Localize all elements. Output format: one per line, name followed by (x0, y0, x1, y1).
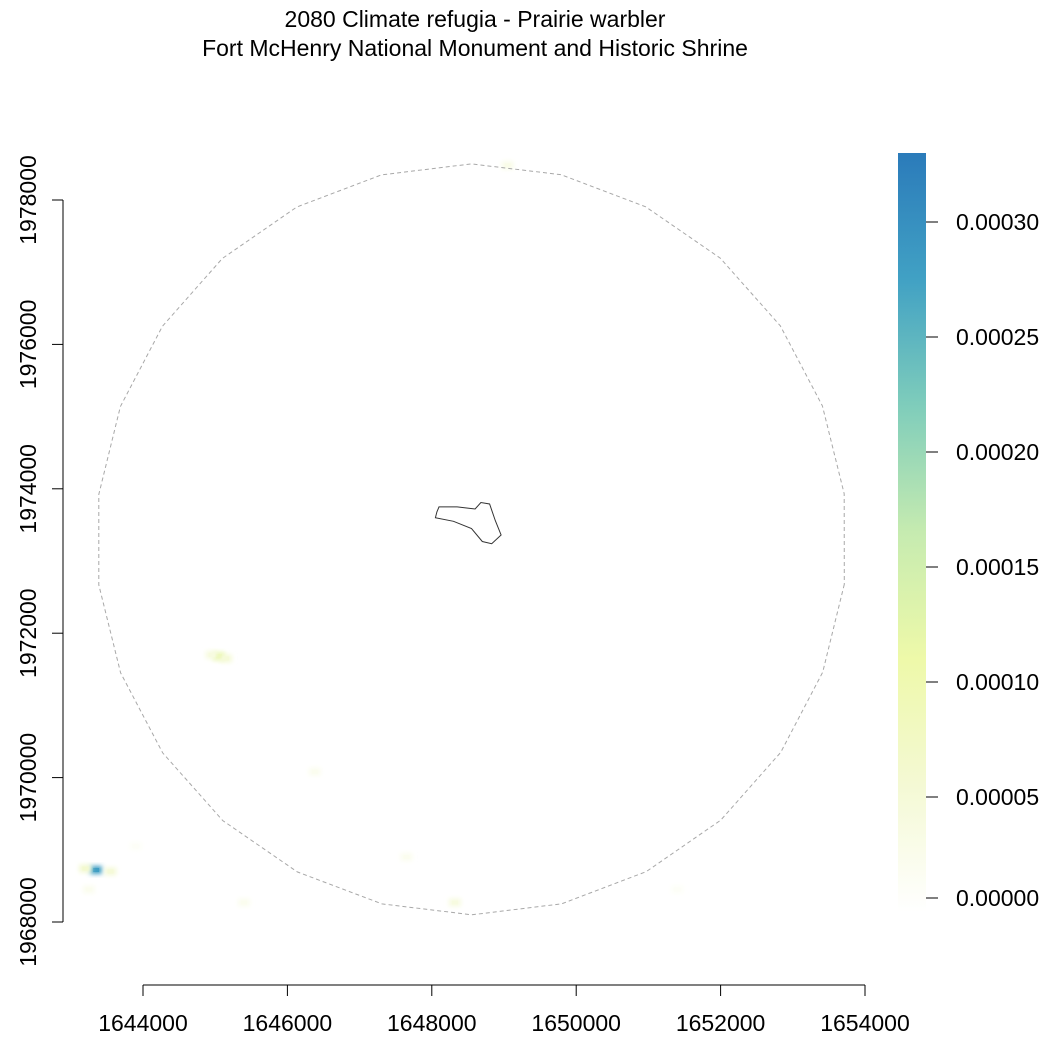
chart-subtitle: Fort McHenry National Monument and Histo… (202, 35, 748, 61)
raster-cell-core (107, 869, 114, 874)
raster-cell-core (223, 656, 230, 661)
raster-cell-core (241, 900, 248, 905)
raster-cell-core (93, 868, 100, 873)
y-tick-label: 1974000 (15, 444, 41, 534)
raster-cell-core (674, 887, 681, 892)
legend-color-bar (898, 153, 926, 912)
park-boundary (434, 501, 502, 545)
legend-tick-label: 0.00020 (956, 439, 1039, 465)
x-tick-label: 1652000 (676, 1010, 766, 1036)
legend-tick-label: 0.00025 (956, 324, 1039, 350)
y-tick-label: 1978000 (15, 155, 41, 245)
y-tick-label: 1976000 (15, 300, 41, 390)
legend-tick-label: 0.00015 (956, 554, 1039, 580)
x-tick-label: 1648000 (387, 1010, 477, 1036)
legend-tick-label: 0.00000 (956, 885, 1039, 911)
raster-cell-core (215, 654, 222, 659)
color-legend: 0.00000 0.00005 0.00010 0.00015 0.00020 0.000… (898, 153, 1039, 912)
plot-area (79, 161, 845, 916)
raster-cell-core (132, 844, 139, 849)
raster-cell-core (504, 163, 511, 168)
axes: 1644000 1646000 1648000 1650000 1652000 16540… (15, 155, 910, 1036)
x-tick-label: 1644000 (98, 1010, 188, 1036)
legend-tick-label: 0.00010 (956, 669, 1039, 695)
raster-cell-core (85, 887, 92, 892)
y-tick-label: 1972000 (15, 588, 41, 678)
raster-cell-core (403, 855, 410, 860)
x-tick-label: 1654000 (820, 1010, 910, 1036)
buffer-boundary (98, 163, 845, 916)
x-tick-label: 1646000 (243, 1010, 333, 1036)
legend-tick-label: 0.00030 (956, 209, 1039, 235)
raster-cell-core (208, 652, 215, 657)
raster-cell-core (451, 900, 458, 905)
legend-tick-label: 0.00005 (956, 784, 1039, 810)
raster-cell-core (82, 866, 89, 871)
y-tick-label: 1970000 (15, 733, 41, 823)
y-tick-label: 1968000 (15, 877, 41, 967)
x-tick-label: 1650000 (531, 1010, 621, 1036)
chart-title: 2080 Climate refugia - Prairie warbler (285, 6, 666, 32)
raster-cell-core (311, 769, 318, 774)
